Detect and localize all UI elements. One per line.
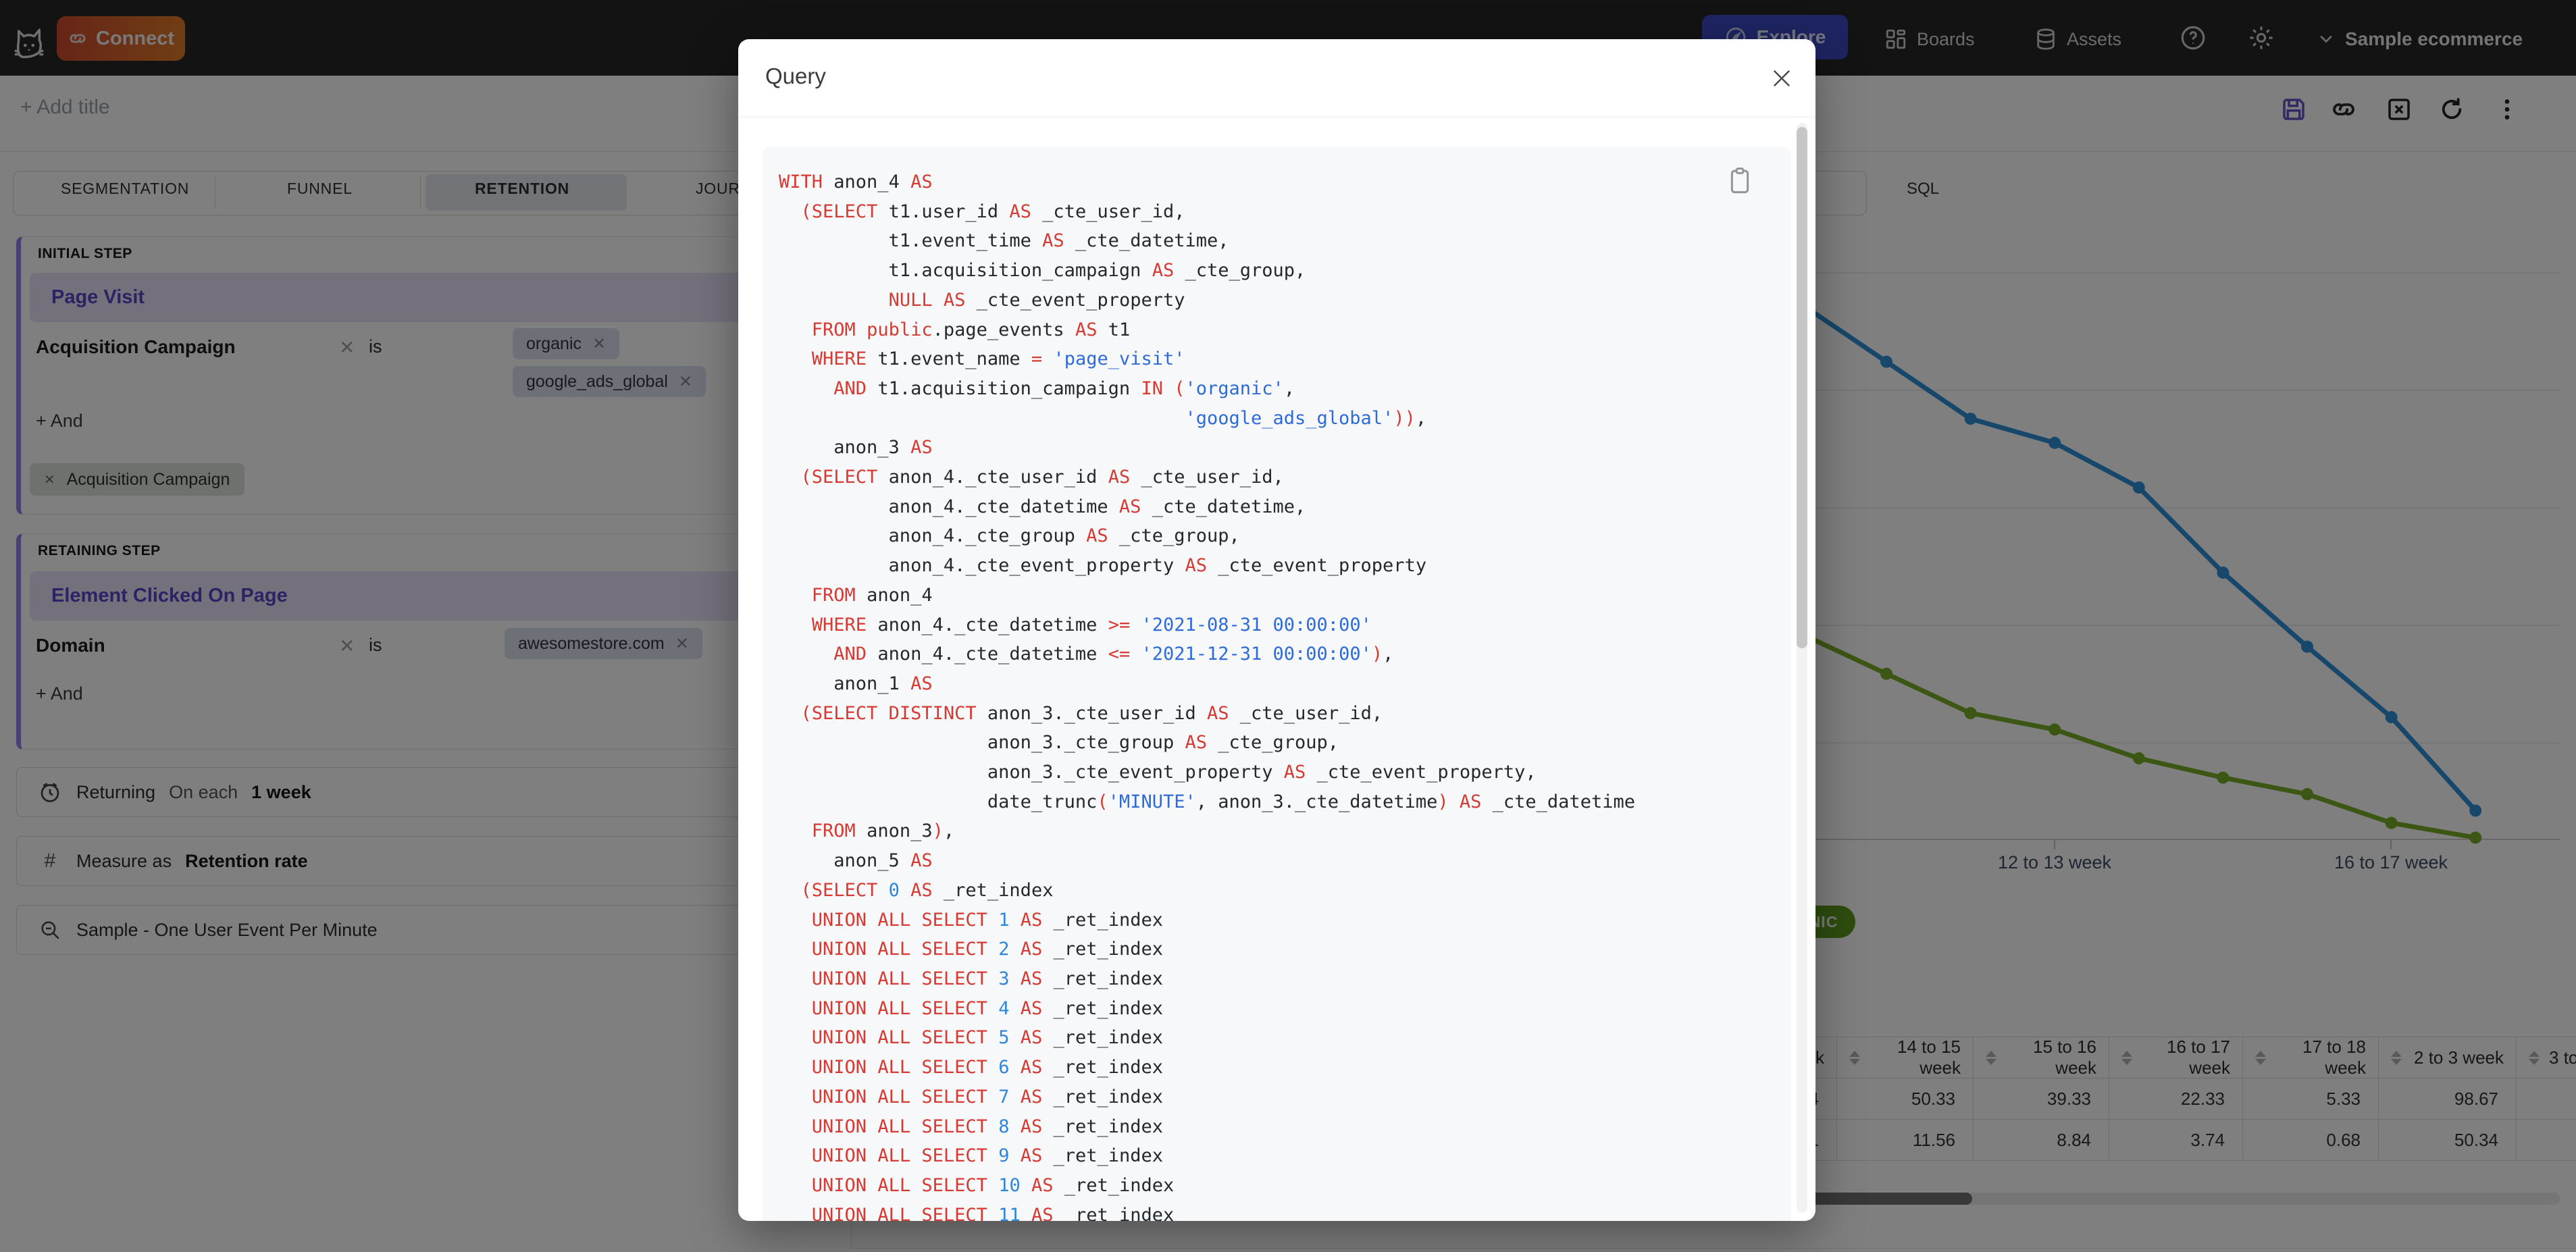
sql-line: WHERE t1.event_name = 'page_visit' xyxy=(811,348,1185,370)
sql-line: (SELECT anon_4._cte_user_id AS _cte_user… xyxy=(800,467,1284,488)
sql-line: anon_4._cte_event_property AS _cte_event… xyxy=(779,555,1427,577)
sql-line: AND t1.acquisition_campaign IN ('organic… xyxy=(833,377,1295,399)
sql-line: UNION ALL SELECT 4 AS _ret_index xyxy=(811,997,1164,1019)
sql-line: (SELECT t1.user_id AS _cte_user_id, xyxy=(800,201,1185,222)
sql-line: (SELECT DISTINCT anon_3._cte_user_id AS … xyxy=(800,702,1383,724)
sql-line: 'google_ads_global')), xyxy=(1185,407,1427,429)
query-dialog-header: Query xyxy=(738,39,1815,118)
sql-line: WITH anon_4 AS xyxy=(779,172,933,192)
sql-line: UNION ALL SELECT 6 AS _ret_index xyxy=(811,1057,1164,1078)
sql-line: (SELECT 0 AS _ret_index xyxy=(800,879,1054,901)
dialog-title: Query xyxy=(765,63,826,88)
sql-line: t1.acquisition_campaign AS _cte_group, xyxy=(779,260,1306,282)
sql-line: anon_1 AS xyxy=(779,673,933,694)
sql-line: WHERE anon_4._cte_datetime >= '2021-08-3… xyxy=(811,614,1372,635)
sql-line: UNION ALL SELECT 10 AS _ret_index xyxy=(811,1174,1175,1196)
close-button[interactable] xyxy=(1766,62,1798,95)
sql-line: AND anon_4._cte_datetime <= '2021-12-31 … xyxy=(833,644,1394,665)
sql-line: UNION ALL SELECT 9 AS _ret_index xyxy=(811,1145,1164,1167)
sql-line: UNION ALL SELECT 11 AS _ret_index xyxy=(811,1204,1175,1221)
sql-line: anon_3._cte_event_property AS _cte_event… xyxy=(779,762,1537,783)
sql-line: anon_4._cte_group AS _cte_group, xyxy=(779,525,1240,547)
sql-line: anon_4._cte_datetime AS _cte_datetime, xyxy=(779,496,1306,517)
sql-code-block: WITH anon_4 AS (SELECT t1.user_id AS _ct… xyxy=(763,147,1791,1221)
sql-line: anon_3._cte_group AS _cte_group, xyxy=(779,732,1339,754)
sql-line: FROM anon_3), xyxy=(811,820,955,842)
sql-line: date_trunc('MINUTE', anon_3._cte_datetim… xyxy=(779,791,1635,812)
sql-line: UNION ALL SELECT 3 AS _ret_index xyxy=(811,968,1164,989)
sql-line: t1.event_time AS _cte_datetime, xyxy=(779,230,1229,252)
query-dialog: Query WITH anon_4 AS (SELECT t1.user_id … xyxy=(738,39,1815,1221)
sql-line: anon_5 AS xyxy=(779,850,933,872)
sql-query-text: WITH anon_4 AS (SELECT t1.user_id AS _ct… xyxy=(779,167,1635,1221)
close-icon xyxy=(1774,70,1790,86)
copy-button[interactable] xyxy=(1724,163,1756,199)
copy-clipboard-icon xyxy=(1730,167,1749,194)
sql-line: FROM anon_4 xyxy=(811,584,933,606)
sql-line: UNION ALL SELECT 5 AS _ret_index xyxy=(811,1027,1164,1049)
sql-line: UNION ALL SELECT 7 AS _ret_index xyxy=(811,1086,1164,1107)
sql-line: NULL AS _cte_event_property xyxy=(888,289,1185,311)
sql-line: UNION ALL SELECT 1 AS _ret_index xyxy=(811,909,1164,931)
sql-line: UNION ALL SELECT 2 AS _ret_index xyxy=(811,939,1164,960)
modal-scrollbar-thumb[interactable] xyxy=(1797,127,1807,648)
sql-line: UNION ALL SELECT 8 AS _ret_index xyxy=(811,1116,1164,1137)
sql-line: anon_3 AS xyxy=(779,437,933,459)
sql-line: FROM public.page_events AS t1 xyxy=(811,319,1131,340)
